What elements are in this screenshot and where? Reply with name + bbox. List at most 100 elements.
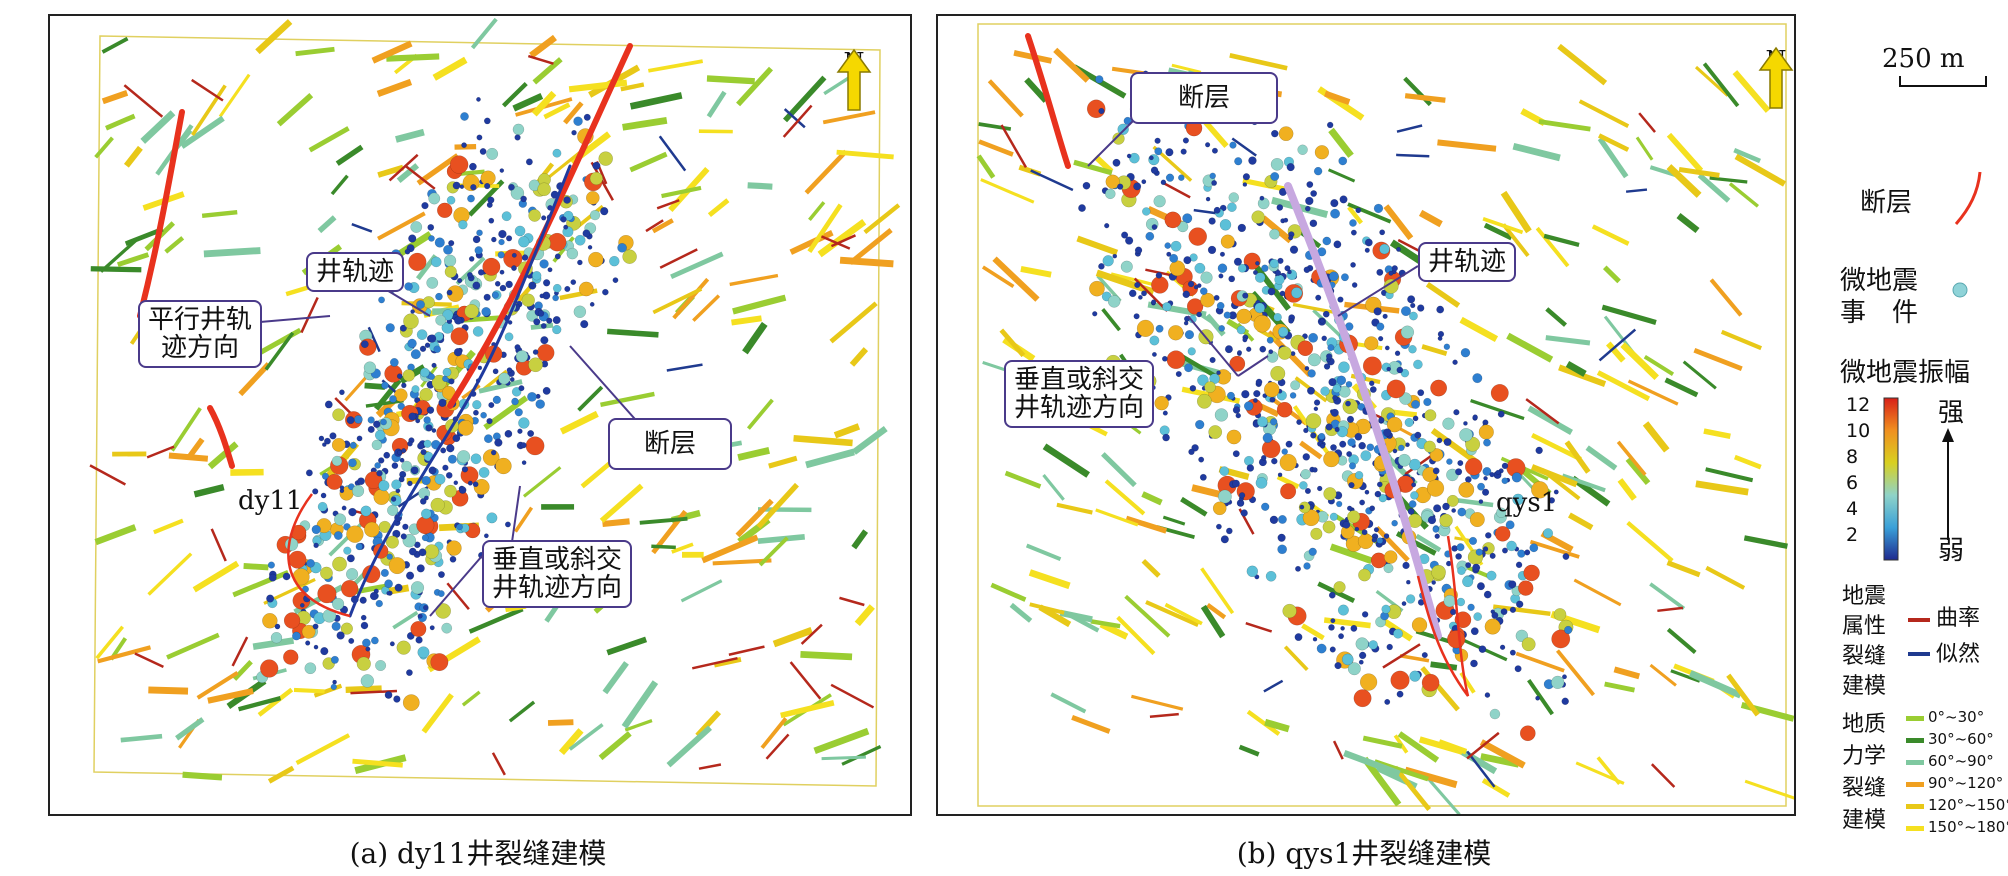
microseismic-event [504,429,513,438]
microseismic-event [386,591,391,596]
microseismic-event [1134,281,1141,289]
fracture-segment [622,116,668,131]
fracture-segment [1597,137,1629,179]
microseismic-event [1364,247,1370,253]
microseismic-event [1323,450,1340,468]
fracture-segment [432,56,468,81]
microseismic-event [521,293,535,307]
attribute-fracture [656,199,680,210]
microseismic-event [1358,651,1367,660]
microseismic-event [1285,440,1293,448]
fracture-segment [661,185,702,199]
microseismic-event [480,411,487,419]
fracture-segment [1702,62,1740,108]
microseismic-event [1271,457,1278,465]
fracture-segment [193,484,225,498]
microseismic-event [1287,269,1292,275]
microseismic-event [449,555,457,563]
microseismic-event [1326,121,1334,129]
amplitude-colorbar [1883,397,1954,561]
fracture-segment [1557,43,1608,86]
microseismic-event [1237,263,1247,273]
microseismic-event [1408,345,1417,354]
fracture-segment [1421,344,1448,357]
microseismic-event [1219,466,1230,476]
microseismic-event [1476,582,1485,591]
fracture-segment [1709,176,1748,184]
microseismic-event [1242,173,1251,181]
microseismic-event [428,466,437,475]
fracture-segment [330,174,349,196]
microseismic-event [381,381,389,390]
fracture-segment [807,203,843,253]
attribute-fracture [698,763,722,770]
fracture-segment [1200,604,1226,639]
microseismic-event [360,340,369,349]
microseismic-event [1336,375,1347,386]
microseismic-event [1478,499,1484,504]
fracture-segment [783,75,827,123]
microseismic-event [1322,236,1332,246]
microseismic-event [283,612,301,629]
microseismic-event [427,224,435,231]
fracture-segment [243,563,269,571]
microseismic-event [373,420,381,428]
microseismic-event [1366,443,1375,452]
fracture-segment [1200,567,1235,615]
microseismic-event [1482,546,1489,552]
microseismic-event [1303,266,1311,274]
microseismic-event [1284,265,1291,272]
fracture-segment [1732,70,1771,113]
model-boundary [93,35,881,787]
microseismic-event [1273,313,1282,322]
microseismic-event [478,467,490,478]
microseismic-event [389,641,395,647]
microseismic-event [1205,196,1211,202]
microseismic-event [514,344,521,351]
microseismic-event [1553,608,1567,621]
fracture-segment [1483,222,1513,241]
orientation-label: 150°~180° [1928,818,2008,836]
microseismic-event [1535,446,1543,455]
microseismic-event [421,475,431,486]
microseismic-event [408,252,427,272]
microseismic-event [1446,494,1459,507]
microseismic-event [1514,665,1522,673]
microseismic-event [331,455,343,467]
fracture-segment [264,331,295,371]
microseismic-event [320,647,329,656]
microseismic-event [1242,292,1249,299]
microseismic-event [520,195,527,203]
microseismic-event [1382,313,1388,319]
microseismic-event [564,285,571,293]
fracture-segment [1425,281,1461,308]
microseismic-event [532,349,539,355]
orientation-label: 120°~150° [1928,796,2008,814]
microseismic-event [1178,174,1185,181]
fracture-segment [639,516,688,525]
fracture-segment [990,582,1027,602]
microseismic-event [1359,499,1366,506]
fracture-segment [101,36,129,54]
fracture-segment [672,277,710,320]
microseismic-event [1312,467,1318,473]
orientation-label: 60°~90° [1928,752,1994,770]
microseismic-event [1112,158,1121,167]
microseismic-event [528,281,537,290]
north-arrow-icon [836,48,872,111]
fracture-segment [1697,173,1731,203]
microseismic-event [1379,243,1390,255]
microseismic-event [1481,488,1490,496]
fracture-segment [1125,515,1168,534]
fracture-segment [841,745,882,766]
fracture-segment [851,529,869,550]
microseismic-event [1322,310,1330,318]
microseismic-event [1193,284,1199,290]
microseismic-event [573,116,583,126]
fracture-segment [987,79,1024,118]
legend-geomech-l3: 裂缝 [1842,776,1887,801]
microseismic-event [411,385,420,394]
microseismic-event [1362,356,1382,376]
curvature-swatch [1908,618,1930,622]
microseismic-event [369,591,379,601]
